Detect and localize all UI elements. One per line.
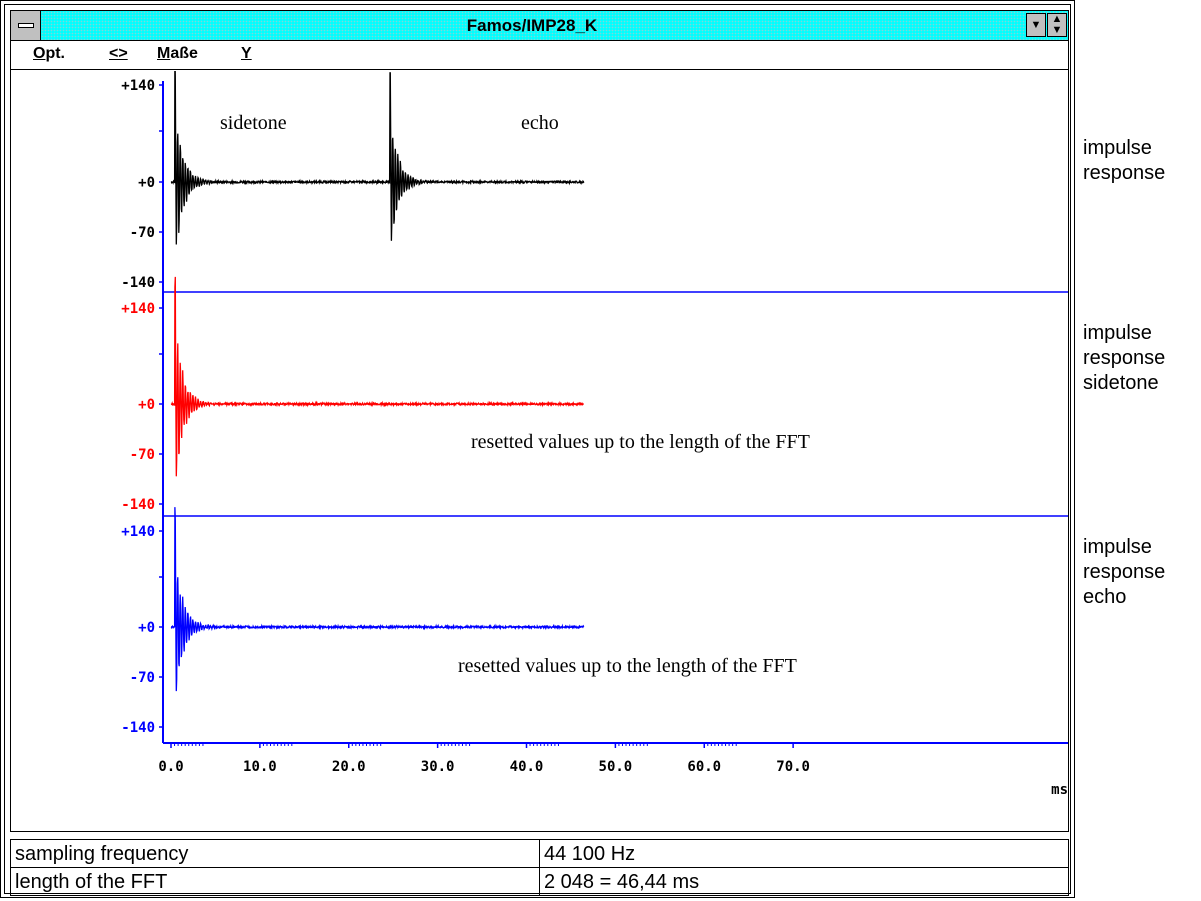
menu-masse-rest: aße <box>170 45 198 62</box>
minimize-button[interactable]: ▼ <box>1026 13 1046 37</box>
system-menu-icon <box>18 23 34 28</box>
y-tick-label: -70 <box>130 447 155 463</box>
side-label-2: impulse response sidetone <box>1083 321 1165 396</box>
x-tick-label: 50.0 <box>599 759 633 775</box>
y-tick-label: +140 <box>121 524 155 540</box>
title-bar[interactable]: Famos/IMP28_K ▼ ▲ ▼ <box>11 11 1068 41</box>
window-title: Famos/IMP28_K <box>466 16 598 35</box>
menu-masse-hotkey: M <box>157 45 171 62</box>
y-tick-label: -140 <box>121 275 155 291</box>
updown-arrows-icon: ▲ ▼ <box>1051 13 1063 36</box>
x-unit-label: ms <box>1051 782 1068 798</box>
info-value: 2 048 = 46,44 ms <box>539 867 1069 896</box>
side-label-3: impulse response echo <box>1083 535 1165 610</box>
annotation-reset-red: resetted values up to the length of the … <box>471 431 810 453</box>
menu-opt[interactable]: Opt. <box>33 45 65 63</box>
y-tick-label: -70 <box>130 670 155 686</box>
menu-opt-rest: pt. <box>45 45 65 62</box>
info-label: sampling frequency <box>10 839 540 868</box>
plot-svg: +140 +0 -70 -140 +140 +0 -70 -140 +140 +0 -70 -140 0… <box>121 71 1068 798</box>
annotation-sidetone: sidetone <box>220 112 287 134</box>
y-tick-label: +0 <box>138 397 155 413</box>
menu-arrows-label: <> <box>109 45 128 62</box>
info-row: length of the FFT 2 048 = 46,44 ms <box>10 867 1069 896</box>
menu-y-label: Y <box>241 45 252 62</box>
y-tick-label: +0 <box>138 620 155 636</box>
side-label-1: impulse response <box>1083 136 1165 186</box>
info-label: length of the FFT <box>10 867 540 896</box>
y-tick-label: +140 <box>121 301 155 317</box>
y-tick-label: +140 <box>121 78 155 94</box>
x-tick-label: 70.0 <box>776 759 810 775</box>
system-menu-button[interactable] <box>11 11 41 40</box>
menu-y[interactable]: Y <box>241 45 252 63</box>
x-tick-label: 40.0 <box>510 759 544 775</box>
x-tick-label: 20.0 <box>332 759 366 775</box>
x-tick-label: 60.0 <box>687 759 721 775</box>
y-tick-label: +0 <box>138 175 155 191</box>
menu-masse[interactable]: Maße <box>157 45 198 63</box>
y-tick-label: -70 <box>130 225 155 241</box>
annotation-echo: echo <box>521 112 559 134</box>
info-value: 44 100 Hz <box>539 839 1069 868</box>
menu-arrows[interactable]: <> <box>109 45 128 63</box>
trace-line <box>170 71 585 245</box>
side-label-1-text: impulse response <box>1083 137 1166 184</box>
x-tick-label: 30.0 <box>421 759 455 775</box>
menu-opt-hotkey: O <box>33 45 46 62</box>
x-tick-label: 10.0 <box>243 759 277 775</box>
annotation-reset-blue: resetted values up to the length of the … <box>458 655 797 677</box>
info-table: sampling frequency 44 100 Hz length of t… <box>10 839 1069 896</box>
trace-line <box>170 276 584 477</box>
info-row: sampling frequency 44 100 Hz <box>10 839 1069 868</box>
y-tick-label: -140 <box>121 497 155 513</box>
menu-bar: Opt. <> Maße Y <box>11 41 1068 70</box>
side-label-3-text: impulse response echo <box>1083 536 1166 608</box>
outer-frame <box>0 0 1075 898</box>
famos-window: Famos/IMP28_K ▼ ▲ ▼ Opt. <> Maße Y +140 +0… <box>10 10 1069 832</box>
y-tick-label: -140 <box>121 720 155 736</box>
restore-button[interactable]: ▲ ▼ <box>1047 13 1067 37</box>
side-label-2-text: impulse response sidetone <box>1083 322 1166 394</box>
trace-line <box>170 507 585 692</box>
plot-area: +140 +0 -70 -140 +140 +0 -70 -140 +140 +0 -70 -140 0… <box>11 71 1068 831</box>
x-tick-label: 0.0 <box>158 759 183 775</box>
triangle-down-icon: ▼ <box>1030 19 1042 31</box>
